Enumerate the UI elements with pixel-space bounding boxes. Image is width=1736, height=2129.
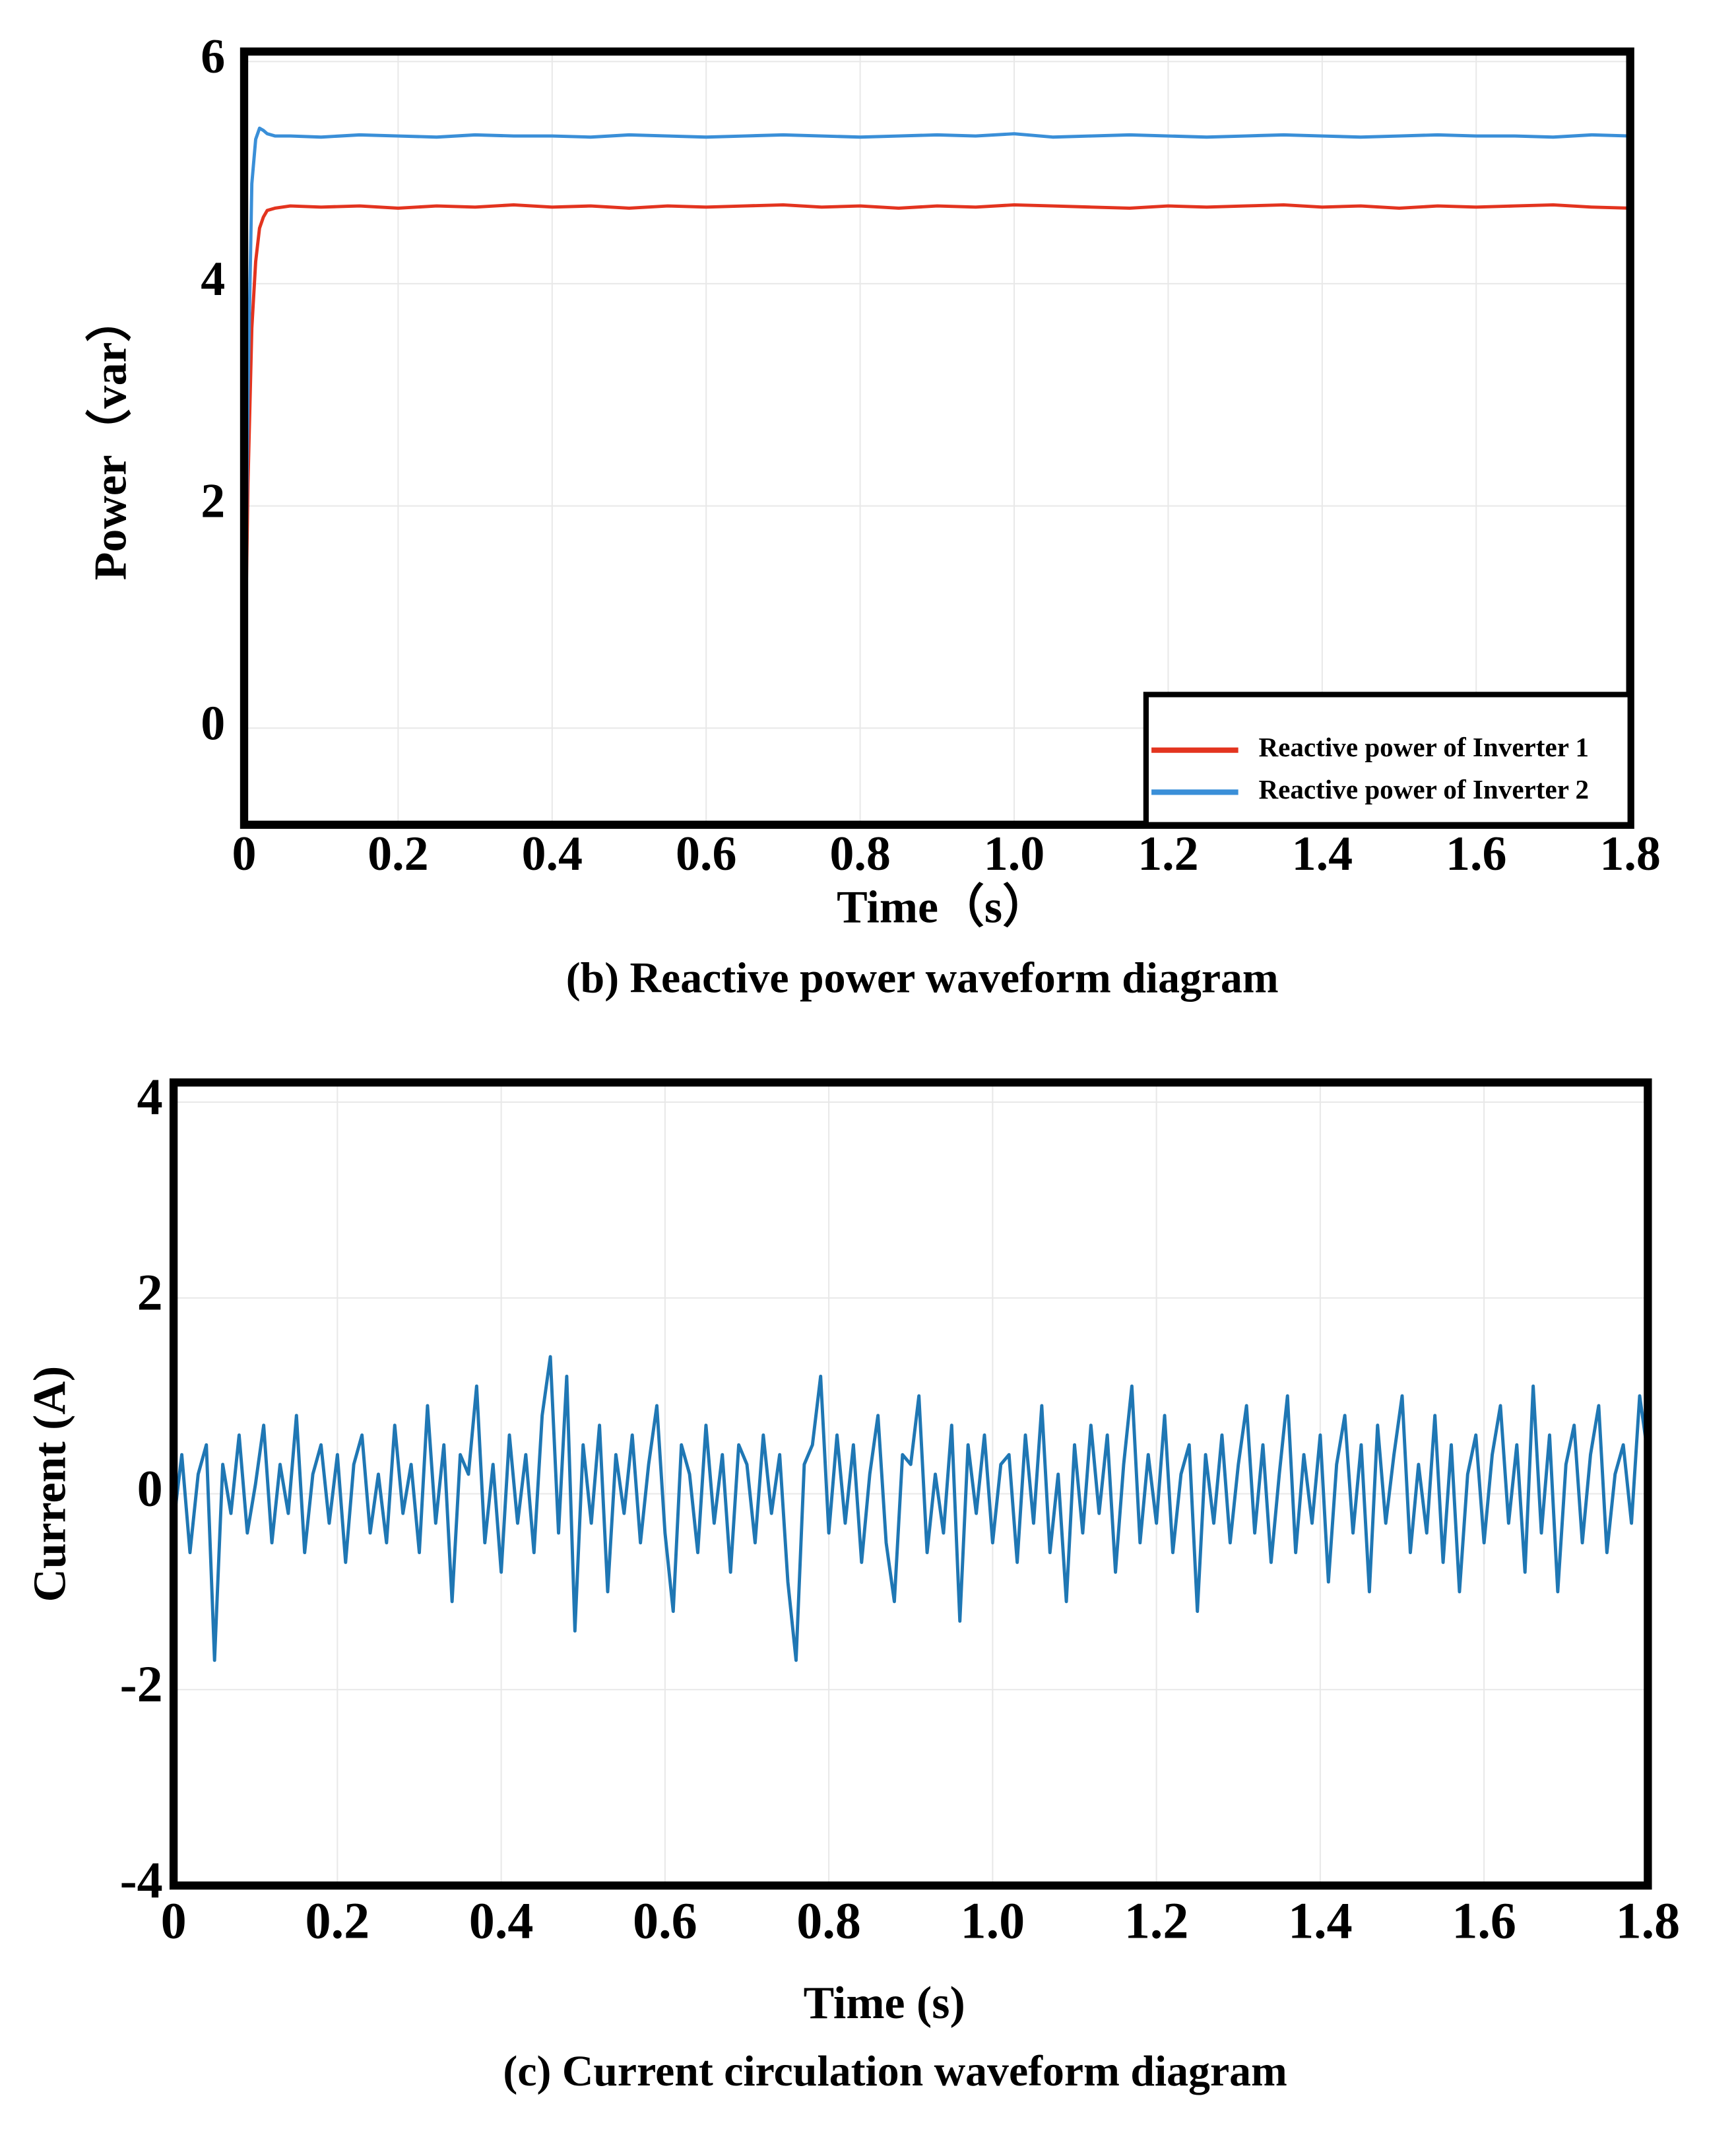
x-tick-label: 0 <box>161 1892 187 1949</box>
y-tick-label: 4 <box>201 252 225 306</box>
x-axis-title: Time (s) <box>804 1978 965 2029</box>
x-tick-label: 0.8 <box>829 827 890 881</box>
y-tick-label: 0 <box>201 696 225 750</box>
x-tick-label: 0.4 <box>522 827 583 881</box>
data-line <box>174 1355 1648 1662</box>
y-tick-label: 2 <box>137 1264 163 1321</box>
data-line <box>243 126 1630 729</box>
legend-label: Reactive power of Inverter 2 <box>1258 774 1589 804</box>
x-tick-label: 1.0 <box>961 1892 1025 1949</box>
y-tick-label: 6 <box>201 30 225 84</box>
y-tick-label: 4 <box>137 1068 163 1125</box>
x-tick-label: 1.6 <box>1446 827 1506 881</box>
x-tick-label: 0.2 <box>305 1892 370 1949</box>
x-tick-label: 1.8 <box>1599 827 1660 881</box>
y-tick-label: -4 <box>120 1851 163 1909</box>
x-axis-title: Time（s） <box>837 881 1048 933</box>
data-line <box>243 203 1630 729</box>
legend-box <box>1143 692 1633 828</box>
chart-title: (b) Reactive power waveform diagram <box>566 954 1279 1002</box>
plot-frame <box>240 47 1634 829</box>
x-tick-label: 1.2 <box>1138 827 1198 881</box>
x-tick-label: 1.4 <box>1288 1892 1353 1949</box>
y-tick-label: 2 <box>201 475 225 529</box>
x-tick-label: 0.6 <box>633 1892 697 1949</box>
y-tick-label: -2 <box>120 1655 163 1713</box>
x-tick-label: 0.2 <box>368 827 428 881</box>
y-tick-label: 0 <box>137 1459 163 1517</box>
x-tick-label: 1.0 <box>984 827 1045 881</box>
plot-frame <box>169 1078 1652 1890</box>
y-axis-title: Power（var） <box>85 296 137 581</box>
x-tick-label: 0.6 <box>676 827 736 881</box>
y-axis-title: Current (A) <box>24 1366 75 1602</box>
legend-label: Reactive power of Inverter 1 <box>1258 732 1589 762</box>
x-tick-label: 1.8 <box>1616 1892 1681 1949</box>
x-tick-label: 1.6 <box>1452 1892 1516 1949</box>
x-tick-label: 1.4 <box>1292 827 1353 881</box>
chart-title: (c) Current circulation waveform diagram <box>503 2047 1287 2095</box>
x-tick-label: 0.8 <box>796 1892 861 1949</box>
x-tick-label: 0 <box>232 827 256 881</box>
x-tick-label: 1.2 <box>1124 1892 1189 1949</box>
x-tick-label: 0.4 <box>469 1892 534 1949</box>
